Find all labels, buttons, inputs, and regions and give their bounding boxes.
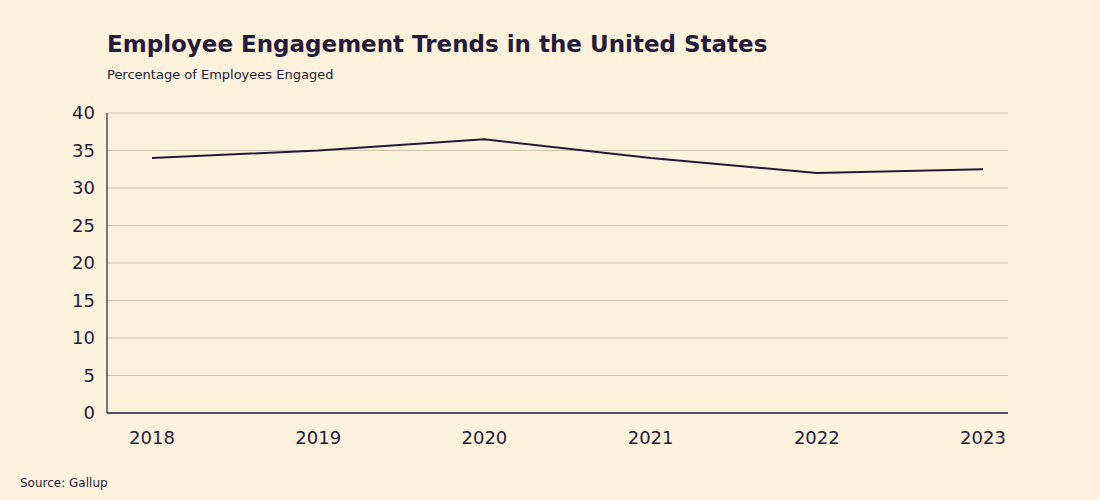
data-line <box>152 139 983 173</box>
grid-line <box>107 300 1008 301</box>
y-tick-label: 5 <box>84 365 95 386</box>
y-tick-label: 0 <box>84 402 95 423</box>
source: Source: Gallup <box>20 476 108 490</box>
y-tick-label: 25 <box>72 215 95 236</box>
grid-line <box>107 338 1008 339</box>
subtitle: Percentage of Employees Engaged <box>107 67 333 82</box>
x-axis <box>107 412 1008 413</box>
y-tick-label: 15 <box>72 290 95 311</box>
background <box>0 0 1100 500</box>
plot-area <box>152 139 983 173</box>
grid-line <box>107 263 1008 264</box>
y-tick-label: 40 <box>72 102 95 123</box>
chart: Employee Engagement Trends in the United… <box>0 0 1100 500</box>
y-tick-label: 20 <box>72 252 95 273</box>
title: Employee Engagement Trends in the United… <box>107 31 767 57</box>
x-tick-label: 2019 <box>295 427 341 448</box>
y-tick-label: 35 <box>72 140 95 161</box>
x-tick-label: 2021 <box>628 427 674 448</box>
x-tick-label: 2018 <box>129 427 175 448</box>
x-tick-label: 2020 <box>461 427 507 448</box>
y-axis <box>106 113 107 413</box>
x-tick-label: 2023 <box>960 427 1006 448</box>
y-tick-label: 30 <box>72 177 95 198</box>
grid-line <box>107 225 1008 226</box>
grid-line <box>107 375 1008 376</box>
grid-line <box>107 113 1008 114</box>
x-tick-label: 2022 <box>794 427 840 448</box>
grid-line <box>107 150 1008 151</box>
grid-line <box>107 412 1008 413</box>
y-tick-label: 10 <box>72 327 95 348</box>
grid-line <box>107 188 1008 189</box>
